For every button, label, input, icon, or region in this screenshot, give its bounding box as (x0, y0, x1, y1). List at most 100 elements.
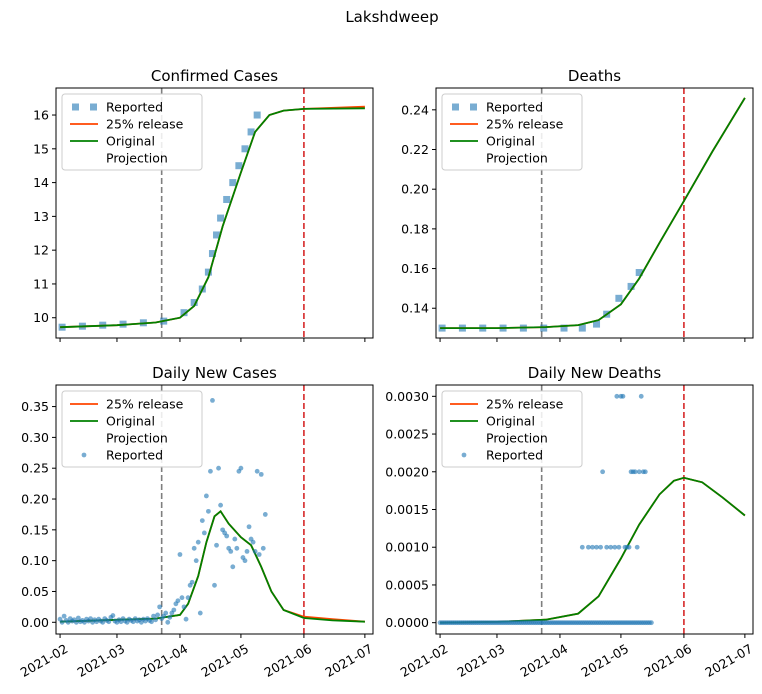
panel-title: Daily New Cases (152, 364, 277, 382)
legend-label: Original (106, 134, 155, 149)
y-tick-label: 0.0000 (385, 615, 429, 630)
data-point (262, 512, 268, 517)
x-tick-label: 2021-03 (75, 641, 128, 680)
x-tick-label: 2021-03 (455, 641, 508, 680)
data-point (254, 468, 260, 474)
plot-area (58, 88, 365, 338)
data-point (224, 533, 230, 539)
axes-frame (435, 87, 754, 339)
legend-box (61, 390, 203, 468)
data-point (59, 619, 65, 625)
y-tick-label: 0.15 (21, 522, 49, 537)
data-point (234, 545, 240, 551)
y-tick-label: 0.22 (401, 142, 429, 157)
figure-suptitle: Lakshdweep (345, 8, 438, 26)
x-tick-label: 2021-05 (578, 641, 631, 680)
series-line (60, 107, 365, 329)
y-tick-label: 14 (33, 175, 49, 190)
data-point (252, 549, 258, 554)
legend-marker (81, 452, 87, 458)
data-point (217, 214, 225, 222)
legend-label: Original (486, 414, 535, 429)
y-tick-label: 15 (33, 141, 49, 156)
x-tick-label: 2021-02 (18, 641, 71, 680)
y-tick-label: 0.05 (21, 584, 49, 599)
y-tick-label: 0.16 (401, 261, 429, 276)
data-point (620, 393, 626, 399)
series-line (440, 476, 746, 624)
legend-marker (90, 103, 97, 111)
data-point (600, 469, 606, 475)
legend-label: Projection (486, 431, 548, 446)
data-point (65, 619, 71, 625)
data-point (258, 471, 264, 477)
data-point (201, 530, 207, 536)
data-point (616, 544, 622, 550)
panel-title: Deaths (568, 67, 621, 85)
data-point (540, 324, 548, 332)
data-point (634, 544, 640, 550)
x-tick-label: 2021-07 (702, 641, 755, 680)
data-point (75, 615, 81, 621)
y-tick-label: 0.24 (401, 102, 429, 117)
y-tick-label: 0.0015 (385, 502, 429, 517)
legend-marker (470, 103, 477, 111)
data-point (627, 282, 635, 290)
panel-deaths: Deaths 0.14 0.16 0.18 0.20 0.22 0.24 Reported 25… (401, 67, 754, 342)
data-point (242, 558, 248, 564)
x-tick-label: 2021-04 (138, 641, 191, 680)
y-tick-label: 16 (33, 108, 49, 123)
legend-marker (72, 103, 79, 111)
plot-area (438, 88, 746, 338)
data-point (208, 468, 213, 474)
data-point (615, 294, 623, 302)
y-tick-label: 0.0010 (385, 540, 429, 555)
data-point (586, 544, 591, 550)
x-tick-label: 2021-06 (261, 641, 314, 680)
x-tick-label: 2021-05 (198, 641, 251, 680)
data-point (190, 299, 198, 307)
y-tick-label: 0.18 (401, 221, 429, 236)
data-point (223, 195, 231, 203)
y-tick-label: 0.00 (21, 615, 49, 630)
plot-area (57, 385, 365, 634)
y-tick-label: 0.30 (21, 430, 49, 445)
y-tick-label: 10 (33, 310, 49, 325)
data-point (203, 493, 209, 499)
plot-area (437, 385, 746, 634)
data-point (229, 179, 237, 187)
data-point (191, 545, 197, 551)
legend-box (441, 93, 583, 171)
data-point (593, 320, 601, 328)
x-tick-label: 2021-04 (518, 641, 571, 680)
x-tick-label: 2021-02 (398, 641, 451, 680)
data-point (604, 544, 610, 550)
data-point (256, 552, 262, 557)
data-point (153, 617, 158, 623)
y-tick-label: 0.0020 (385, 464, 429, 479)
data-point (594, 544, 599, 550)
axes-frame (435, 384, 754, 635)
legend-label: Projection (486, 151, 548, 166)
legend-label: Reported (486, 448, 543, 463)
data-point (149, 619, 154, 625)
data-point (61, 613, 67, 619)
data-point (210, 398, 215, 403)
data-point (578, 324, 586, 332)
data-point (247, 128, 255, 136)
data-point (560, 324, 568, 332)
data-point (638, 393, 644, 399)
legend-box (441, 390, 583, 468)
data-point (235, 162, 243, 170)
data-point (167, 614, 173, 620)
data-point (88, 616, 93, 621)
y-tick-label: 0.25 (21, 461, 49, 476)
data-point (260, 545, 266, 551)
data-point (238, 465, 244, 471)
x-tick-label: 2021-07 (322, 641, 375, 680)
data-point (216, 465, 221, 471)
data-point (213, 231, 221, 239)
